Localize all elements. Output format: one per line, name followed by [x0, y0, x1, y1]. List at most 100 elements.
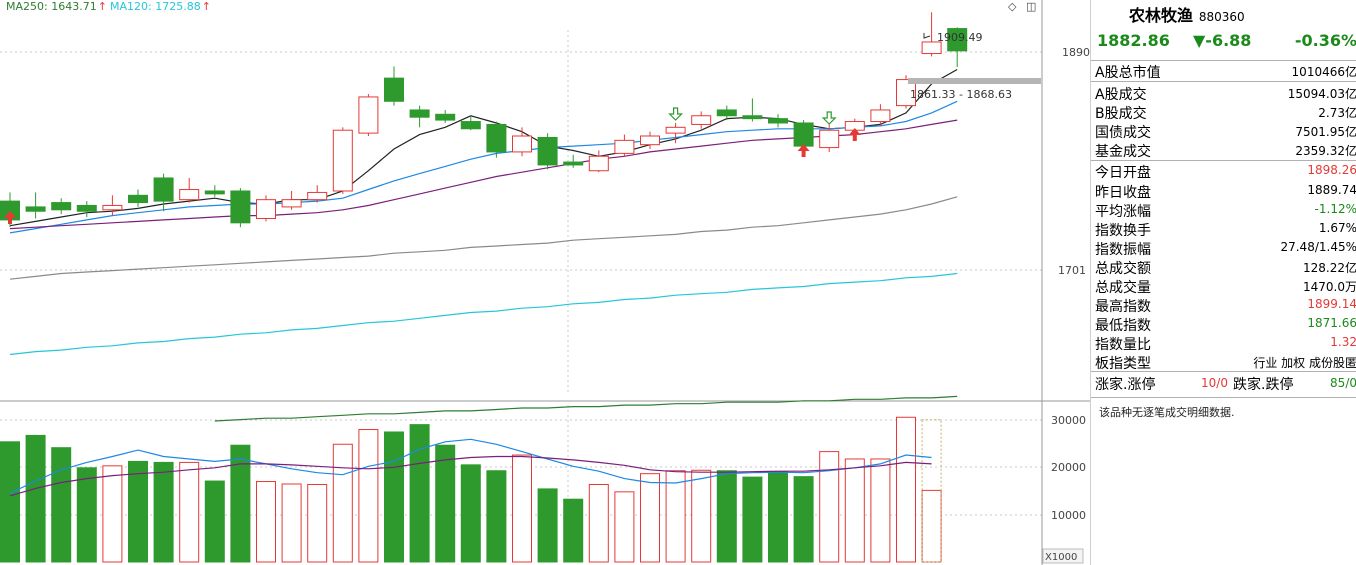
candle-body — [896, 79, 916, 107]
stat-label: 指数振幅 — [1095, 242, 1151, 258]
range-band — [908, 78, 1041, 84]
stat-row: 今日开盘 1898.26 — [1091, 161, 1356, 181]
stat-label: B股成交 — [1095, 106, 1147, 122]
volume-bar — [102, 465, 123, 563]
stat-label: 总成交量 — [1095, 280, 1151, 296]
stat-label: 最低指数 — [1095, 318, 1151, 334]
volume-bar — [435, 444, 456, 563]
stat-row: 指数振幅 27.48/1.45% — [1091, 238, 1356, 258]
stat-value: 1898.26 — [1307, 163, 1356, 177]
decliners-value: 85/0 — [1330, 376, 1356, 390]
candle-body — [179, 189, 200, 201]
stat-row: 基金成交 2359.32亿 — [1091, 140, 1356, 160]
market-breadth: 涨家.涨停 10/0 跌家.跌停 85/0 — [1095, 374, 1356, 394]
stat-value: 15094.03亿 — [1287, 87, 1356, 101]
security-code: 880360 — [1198, 10, 1245, 24]
volume-tick-10000: 10000 — [1051, 509, 1086, 522]
price-change: ▼-6.88 — [1193, 31, 1252, 50]
stat-value: 1899.14 — [1307, 297, 1356, 311]
candle-body — [512, 135, 532, 153]
candle-body — [307, 191, 328, 201]
volume-bar — [793, 476, 814, 563]
stat-value: 7501.95亿 — [1295, 125, 1356, 139]
range-label: 1861.33 - 1868.63 — [910, 88, 1012, 101]
volume-bar — [51, 447, 72, 563]
volume-bar — [640, 473, 660, 563]
volume-tick-30000: 30000 — [1051, 414, 1086, 427]
price-axis: 1890 1701 30000 20000 10000 X1000 — [1042, 46, 1090, 564]
stat-value: 1.67% — [1318, 221, 1356, 235]
volume-bar — [896, 416, 916, 563]
volume-tick-20000: 20000 — [1051, 461, 1086, 474]
ma250-legend: MA250: 1643.71↑ — [6, 0, 107, 13]
stat-value: -1.12% — [1314, 202, 1356, 216]
ma20-line — [9, 119, 958, 230]
price-tick-1890: 1890 — [1062, 46, 1090, 59]
stat-label: 今日开盘 — [1095, 165, 1151, 181]
signal-markers — [4, 107, 861, 224]
sell-arrow-icon — [821, 111, 837, 125]
stat-label: 总成交额 — [1095, 261, 1151, 277]
candle-body — [537, 136, 558, 166]
volume-bar — [204, 480, 225, 563]
stat-label: 平均涨幅 — [1095, 204, 1151, 220]
volume-bar — [256, 481, 276, 563]
volume-bar — [179, 461, 200, 563]
high-pointer-icon — [923, 33, 931, 39]
kline-chart[interactable]: 1861.33 - 1868.63 1909.49 1890 1701 3000… — [0, 0, 1090, 565]
quote-panel: 农林牧渔 880360 1882.86 ▼-6.88 -0.36% A股总市值 1… — [1090, 0, 1356, 565]
arrow-up-icon: ↑ — [201, 0, 211, 13]
stat-row: 昨日收盘 1889.74 — [1091, 181, 1356, 201]
stat-label: A股总市值 — [1095, 65, 1161, 81]
stat-row: 板指类型 行业 加权 成份股匿 — [1091, 352, 1356, 372]
candle-body — [25, 206, 46, 212]
sell-arrow-icon — [668, 107, 684, 121]
volume-bar — [870, 458, 891, 563]
volume-bars — [0, 416, 942, 563]
stat-row: B股成交 2.73亿 — [1091, 102, 1356, 122]
volume-bar — [332, 443, 353, 563]
stat-row: 指数换手 1.67% — [1091, 219, 1356, 239]
candle-body — [358, 96, 379, 134]
volume-bar — [512, 454, 532, 563]
candle-body — [204, 190, 225, 195]
buy-arrow-icon — [797, 144, 810, 157]
ma250-legend-text: MA250: 1643.71 — [6, 0, 97, 13]
volume-bar — [153, 461, 174, 563]
stat-value: 128.22亿 — [1303, 261, 1356, 275]
volume-bar — [230, 444, 251, 563]
volume-bar — [716, 470, 737, 563]
candle-body — [819, 129, 840, 149]
candle-body — [793, 122, 814, 147]
volume-bar — [921, 489, 942, 563]
volume-bar — [588, 483, 609, 563]
stat-value: 27.48/1.45% — [1280, 240, 1356, 254]
stat-value: 1470.0万 — [1303, 280, 1356, 294]
volume-bar — [76, 467, 97, 563]
volume-ma-lines — [9, 438, 932, 497]
candle-body — [588, 155, 609, 172]
volume-bar — [25, 434, 46, 563]
candlesticks — [0, 12, 968, 228]
volume-bar — [281, 483, 302, 563]
candle-body — [102, 204, 123, 211]
candle-body — [409, 109, 430, 118]
vol_ma5-line — [9, 438, 932, 494]
volume-bar — [691, 469, 712, 563]
candle-body — [460, 121, 481, 130]
volume-bar — [563, 498, 584, 563]
stat-row: 国债成交 7501.95亿 — [1091, 121, 1356, 141]
candle-body — [230, 190, 251, 224]
volume-bar — [384, 431, 404, 563]
stat-value: 1.32 — [1330, 335, 1356, 349]
candle-body — [256, 199, 276, 219]
window-toggle-icon[interactable]: ◫ — [1026, 0, 1037, 13]
candle-body — [921, 41, 942, 55]
volume-bar — [486, 470, 507, 563]
candle-body — [76, 204, 97, 212]
diamond-icon[interactable]: ◇ — [1008, 0, 1017, 13]
vol_ma10-line — [9, 455, 932, 497]
stat-value: 2.73亿 — [1318, 106, 1356, 120]
candle-body — [768, 118, 788, 124]
stat-row: A股总市值 1010466亿 — [1091, 61, 1356, 81]
